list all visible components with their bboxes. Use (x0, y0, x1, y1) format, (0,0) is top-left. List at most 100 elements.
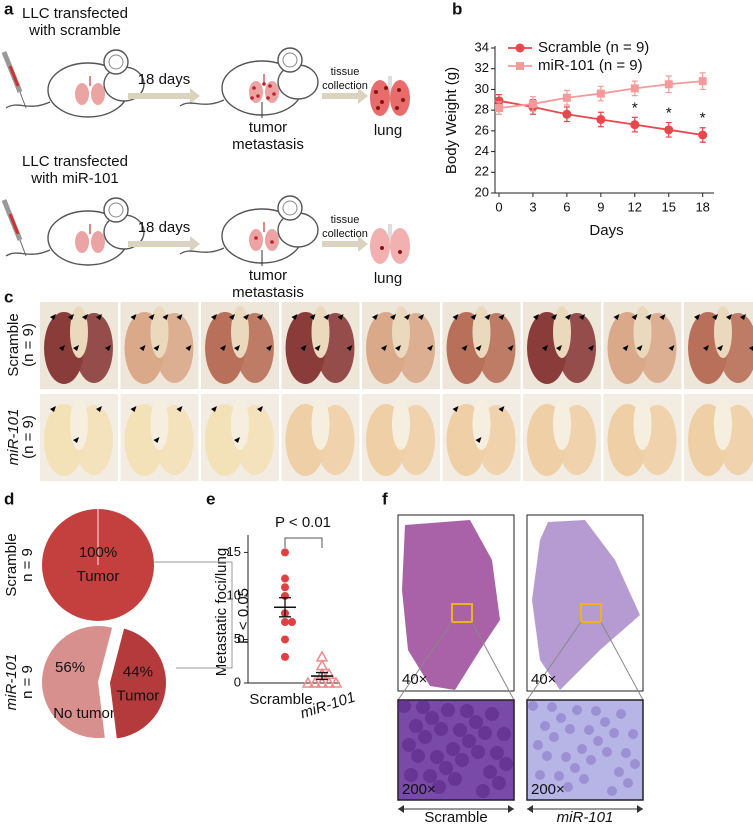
arrowhead (461, 345, 468, 351)
y-tick-label: 5 (234, 631, 241, 646)
arrowhead (82, 314, 88, 320)
cell-cluster (476, 784, 490, 798)
cell-cluster (460, 704, 474, 718)
tumor-spot (262, 82, 266, 86)
arrowhead (266, 345, 272, 351)
mouse-lung (75, 83, 89, 105)
arrowhead (211, 314, 217, 320)
arrowhead (498, 406, 505, 412)
cell-cluster (432, 780, 446, 794)
finding: metastasis (232, 284, 304, 301)
point (596, 114, 606, 124)
arrowhead (694, 314, 700, 320)
trachea (311, 398, 330, 450)
cell-cluster (600, 717, 610, 727)
cell-cluster (540, 721, 550, 731)
arrowhead (50, 406, 56, 412)
arrowhead (556, 345, 562, 351)
point (698, 77, 707, 86)
y-tick-label: 32 (475, 60, 489, 75)
mouse-tail (179, 247, 225, 255)
zoom-lines (526, 621, 644, 701)
x-axis-label: Days (589, 222, 623, 239)
arrowhead (717, 345, 723, 351)
arrowhead (68, 314, 74, 320)
cell-cluster (591, 706, 601, 716)
cell-cluster (402, 738, 416, 752)
condition: LLC transfected (22, 5, 128, 22)
arrowhead (452, 314, 459, 320)
y-axis-label: Body Weight (g) (443, 67, 460, 174)
legend-marker (515, 43, 525, 53)
arrowhead (659, 314, 666, 320)
arrowhead (309, 314, 316, 320)
arrowhead (637, 805, 643, 813)
arrowhead (749, 346, 753, 351)
x-tick-label: 9 (597, 199, 604, 214)
slice-value-label: 100% (79, 544, 117, 561)
cell-cluster (602, 747, 612, 757)
magnification: 200× (402, 781, 436, 798)
magnification: 40× (402, 671, 427, 688)
trachea (633, 398, 652, 450)
point (630, 84, 639, 93)
tumor-spot (268, 84, 272, 88)
point (308, 676, 322, 688)
mouse-lung (265, 81, 279, 103)
tumor-spot (270, 240, 274, 244)
cell-cluster (577, 744, 587, 754)
arrowhead (475, 345, 482, 351)
arrowhead (153, 437, 160, 443)
panel-letter: f (382, 489, 388, 508)
cell-cluster (416, 700, 430, 714)
tumor-spot (250, 96, 254, 100)
arrowhead (622, 345, 629, 351)
magnification: 200× (531, 781, 565, 798)
sem-bar (316, 671, 328, 681)
point (664, 125, 674, 135)
condition: with miR-101 (30, 170, 119, 187)
arrow (128, 88, 200, 104)
cell-cluster (570, 763, 580, 773)
arrowhead (73, 437, 79, 443)
arrowhead (59, 345, 65, 351)
point (596, 89, 605, 98)
cell-cluster (561, 752, 571, 762)
cell-cluster (586, 755, 596, 765)
trachea (392, 306, 410, 358)
mouse-lung (91, 83, 105, 105)
arrow (322, 88, 368, 104)
trachea (392, 398, 410, 450)
point (301, 676, 315, 688)
organ: lung (374, 270, 402, 287)
trachea (231, 398, 249, 450)
tumor-spot (256, 94, 260, 98)
cell-cluster (430, 750, 444, 764)
cell-cluster (423, 769, 437, 783)
trachea (714, 306, 732, 358)
cell-cluster (490, 746, 504, 760)
point (315, 676, 329, 688)
lung-icon (370, 80, 390, 116)
cell-cluster (547, 702, 557, 712)
tumor-spot (380, 246, 384, 250)
x-tick-label: 0 (495, 199, 502, 214)
row-label: n = 9 (19, 548, 36, 582)
cell-cluster (483, 765, 497, 779)
arrowhead (726, 314, 732, 320)
x-tick-label: 18 (695, 199, 709, 214)
point (322, 676, 336, 688)
row-label: (n = 9) (20, 323, 37, 367)
annotation: P < 0.01 (275, 514, 331, 531)
arrowhead (346, 345, 353, 351)
y-tick-label: 34 (475, 39, 489, 54)
x-tick-label: 12 (628, 199, 642, 214)
mouse-lung (75, 231, 89, 253)
condition: LLC transfected (22, 153, 128, 170)
arrowhead (712, 314, 718, 320)
pie-slice (41, 626, 113, 738)
arrowhead (243, 314, 249, 320)
slice-label: Tumor (117, 688, 160, 705)
arrowhead (220, 345, 226, 351)
cell-cluster (572, 705, 582, 715)
